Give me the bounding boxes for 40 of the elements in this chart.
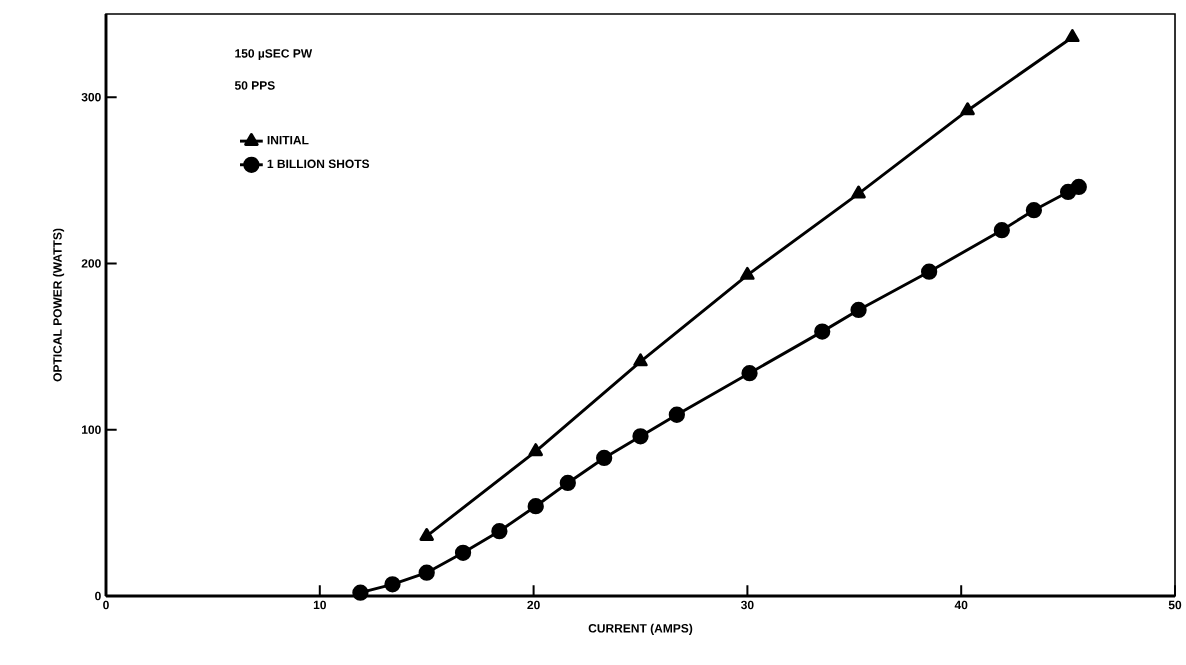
- x-tick-label: 50: [1168, 600, 1182, 610]
- point: [384, 576, 401, 593]
- point: [920, 263, 938, 280]
- point: [1025, 202, 1043, 219]
- x-tick-label: 40: [954, 600, 968, 610]
- x-tick-label: 20: [527, 600, 540, 610]
- y-axis-title: OPTICAL POWER (WATTS): [52, 228, 65, 382]
- legend-label: INITIAL: [267, 136, 309, 145]
- annotation: 50 PPS: [234, 81, 275, 90]
- point: [993, 222, 1010, 239]
- annotation: 150 µSEC PW: [235, 49, 313, 61]
- y-tick-label: 0: [95, 591, 101, 601]
- x-tick-label: 30: [741, 600, 754, 610]
- x-tick-label: 0: [103, 600, 109, 610]
- point: [741, 365, 758, 382]
- point: [850, 301, 867, 319]
- point: [740, 266, 755, 280]
- point: [596, 449, 613, 467]
- point: [1065, 29, 1080, 43]
- point: [491, 523, 508, 540]
- point: [419, 528, 434, 541]
- point: [352, 584, 369, 601]
- y-tick-label: 200: [81, 259, 101, 268]
- point: [668, 406, 685, 423]
- y-tick-label: 100: [82, 425, 101, 434]
- legend-label: 1 BILLION SHOTS: [267, 159, 370, 169]
- point: [851, 185, 866, 199]
- point: [1070, 178, 1087, 196]
- point: [559, 474, 576, 492]
- point: [814, 323, 831, 340]
- point: [633, 353, 648, 367]
- point: [960, 102, 975, 116]
- point: [418, 564, 435, 581]
- point: [527, 498, 544, 515]
- point: [454, 544, 472, 561]
- point: [632, 428, 649, 445]
- x-axis-title: CURRENT (AMPS): [588, 623, 693, 635]
- y-tick-label: 300: [81, 92, 101, 102]
- point: [528, 443, 543, 457]
- x-tick-label: 10: [313, 600, 326, 610]
